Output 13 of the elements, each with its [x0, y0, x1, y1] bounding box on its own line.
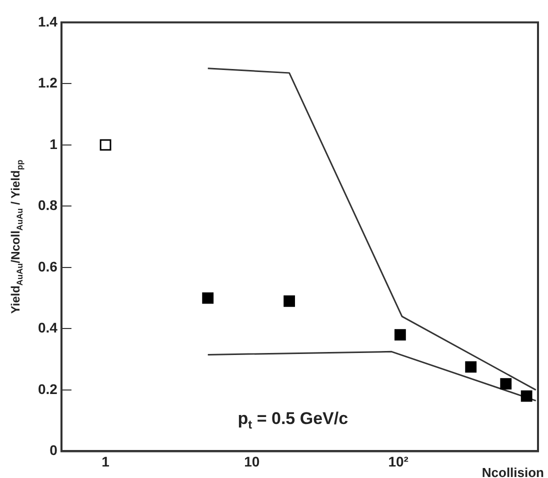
x-axis-title: Ncollision — [482, 464, 544, 478]
y-tick-label: 1.4 — [38, 13, 58, 30]
y-tick-label: 0 — [50, 442, 58, 458]
y-tick-label: 0.2 — [38, 380, 58, 397]
y-tick-label: 0.4 — [38, 320, 58, 336]
y-tick-label: 1.2 — [38, 74, 58, 91]
y-tick-label: 0.6 — [38, 258, 58, 274]
x-tick-label: 10² — [388, 453, 409, 470]
x-tick-label: 1 — [102, 453, 110, 470]
y-axis-title: YieldAuAu/NcollAuAu / Yieldpp — [8, 160, 25, 314]
y-tick-label: 0.8 — [38, 197, 58, 214]
y-tick-label: 1 — [50, 136, 58, 152]
x-tick-label: 10 — [244, 453, 260, 470]
